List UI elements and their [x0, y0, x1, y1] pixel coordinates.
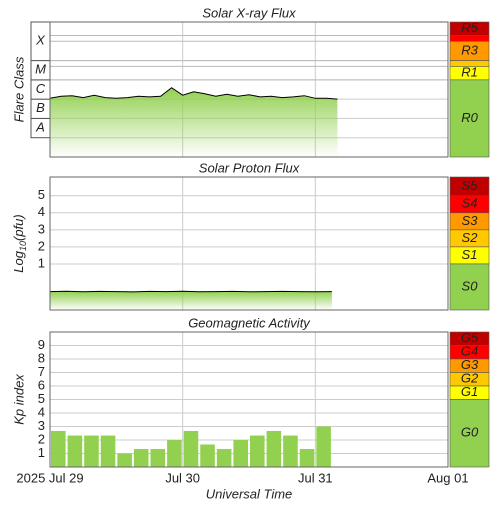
kp-bar [216, 449, 232, 467]
y-tick-label: 7 [38, 364, 45, 379]
x-tick-label: Aug 01 [427, 470, 468, 485]
kp-bar [67, 435, 83, 467]
panel-title: Solar X-ray Flux [202, 5, 296, 20]
y-tick-label: 2 [38, 431, 45, 446]
class-label: M [35, 62, 46, 77]
scale-label: S4 [462, 196, 478, 211]
scale-label: S0 [462, 278, 479, 293]
kp-bar [266, 430, 282, 467]
scale-band [449, 263, 490, 311]
flux-fill [50, 291, 332, 310]
scale-label: S3 [462, 213, 479, 228]
kp-bar [51, 430, 66, 467]
y-tick-label: 1 [38, 445, 45, 460]
plot-border [49, 21, 449, 158]
plot-border [49, 176, 449, 311]
scale-band [449, 79, 490, 158]
kp-bar [150, 449, 166, 467]
scale-band [449, 35, 490, 42]
scale-label: G3 [461, 357, 479, 372]
class-label: A [35, 120, 45, 135]
scale-label: R0 [461, 110, 478, 125]
class-label: X [35, 33, 46, 48]
kp-bar [100, 435, 116, 467]
kp-bar [233, 440, 248, 467]
scale-label: G4 [461, 344, 478, 359]
y-label-base: Log [11, 250, 26, 272]
x-tick-label: Jul 31 [298, 470, 333, 485]
plot-border [49, 331, 449, 468]
flux-fill [50, 87, 338, 157]
kp-bar [200, 444, 215, 467]
x-axis-label: Universal Time [206, 486, 293, 501]
scale-label: G0 [461, 425, 479, 440]
flux-line [49, 87, 338, 100]
x-tick-label: 2025 Jul 29 [16, 470, 83, 485]
kp-bar [283, 435, 298, 467]
kp-bar [117, 453, 132, 467]
y-label-sub: 10 [18, 241, 28, 251]
y-tick-label: 4 [38, 204, 45, 219]
panel-title: Solar Proton Flux [199, 160, 300, 175]
y-axis-label: Kp index [11, 374, 26, 425]
kp-bar [183, 430, 199, 467]
kp-bar [167, 440, 182, 467]
scale-label: G1 [461, 384, 478, 399]
y-tick-label: 1 [38, 255, 45, 270]
scale-label: S5 [462, 178, 479, 193]
panel-title: Geomagnetic Activity [188, 315, 311, 330]
kp-bar [250, 435, 265, 467]
class-label: C [36, 81, 46, 96]
scale-label: R1 [461, 65, 478, 80]
y-tick-label: 3 [38, 221, 45, 236]
kp-bar [133, 449, 149, 467]
scale-label: R5 [461, 20, 478, 35]
x-tick-label: Jul 30 [165, 470, 200, 485]
y-tick-label: 6 [38, 377, 45, 392]
y-axis-label: Flare Class [11, 56, 26, 122]
y-tick-label: 5 [38, 391, 45, 406]
scale-label: S1 [462, 247, 478, 262]
plot-area [50, 177, 448, 310]
scale-label: R3 [461, 42, 478, 57]
scale-band [449, 399, 490, 468]
y-tick-label: 2 [38, 238, 45, 253]
y-tick-label: 3 [38, 418, 45, 433]
class-label: B [36, 100, 45, 115]
y-tick-label: 5 [38, 187, 45, 202]
scale-label: S2 [462, 230, 479, 245]
kp-bar [316, 426, 331, 467]
y-tick-label: 8 [38, 350, 45, 365]
flux-line [49, 290, 332, 293]
scale-label: G5 [461, 330, 479, 345]
kp-bar [84, 435, 99, 467]
y-label-rest: (pfu) [11, 214, 26, 241]
y-axis-label: Log10(pfu) [11, 214, 28, 272]
y-tick-label: 4 [38, 404, 45, 419]
scale-label: G2 [461, 371, 479, 386]
kp-bar [299, 449, 315, 467]
y-tick-label: 9 [38, 337, 45, 352]
